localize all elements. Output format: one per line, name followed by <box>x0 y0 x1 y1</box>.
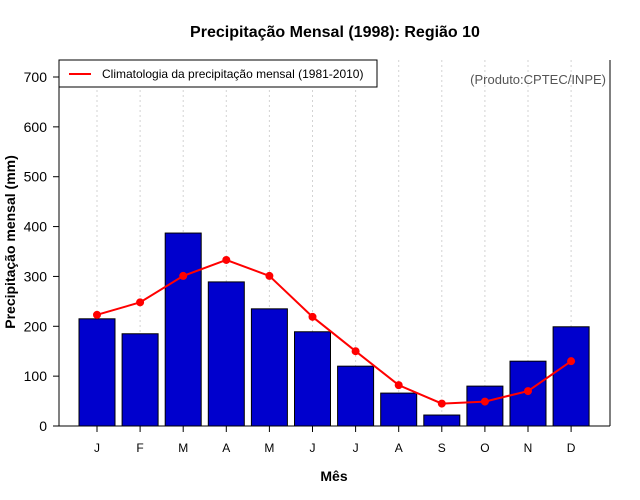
climatology-point <box>179 271 188 280</box>
x-tick-label: J <box>353 441 359 455</box>
bar <box>164 232 202 427</box>
bar <box>250 308 288 427</box>
x-tick-label: J <box>94 441 100 455</box>
climatology-line <box>93 255 576 408</box>
y-tick-label: 700 <box>24 69 48 85</box>
bar <box>294 331 331 427</box>
climatology-point <box>524 387 532 396</box>
x-tick-label: M <box>178 441 188 455</box>
axes <box>58 60 611 427</box>
climatology-point <box>480 397 489 406</box>
climatology-point <box>265 271 274 280</box>
y-tick-label: 200 <box>24 318 48 334</box>
bars <box>78 232 590 427</box>
climatology-point <box>437 399 446 408</box>
y-tick-label: 300 <box>24 268 48 284</box>
x-axis-label: Mês <box>320 468 347 484</box>
climatology-point <box>136 298 145 307</box>
y-axis-label: Precipitação mensal (mm) <box>2 155 18 329</box>
x-tick-label: F <box>136 441 143 455</box>
bar <box>207 281 245 427</box>
bar <box>552 326 590 427</box>
x-tick-label: A <box>222 441 230 455</box>
bar <box>337 365 375 427</box>
climatology-point <box>222 255 231 264</box>
chart-title: Precipitação Mensal (1998): Região 10 <box>190 24 480 41</box>
bar <box>78 318 116 427</box>
y-tick-label: 0 <box>39 418 47 434</box>
climatology-point <box>93 310 101 319</box>
y-tick-label: 100 <box>24 368 48 384</box>
climatology-polyline <box>96 258 572 405</box>
y-tick-label: 600 <box>24 119 48 135</box>
x-tick-label: O <box>480 441 489 455</box>
credit-annotation: (Produto:CPTEC/INPE) <box>470 72 606 87</box>
climatology-point <box>394 381 403 390</box>
bar <box>466 385 504 427</box>
legend-box <box>58 59 378 88</box>
bar <box>380 392 418 427</box>
x-tick-label: M <box>264 441 274 455</box>
climatology-point <box>567 357 576 366</box>
climatology-point <box>308 312 317 321</box>
y-ticks: 0 100 200 300 400 500 600 700 <box>24 69 59 434</box>
x-tick-label: N <box>524 441 533 455</box>
y-tick-label: 500 <box>24 169 48 185</box>
climatology-point <box>351 347 360 356</box>
x-tick-label: J <box>310 441 316 455</box>
x-tick-label: D <box>567 441 576 455</box>
x-tick-label: A <box>395 441 403 455</box>
y-tick-label: 400 <box>24 219 48 235</box>
x-tick-label: S <box>438 441 446 455</box>
legend: Climatologia da precipitação mensal (198… <box>58 59 378 88</box>
bar <box>423 414 461 427</box>
bar <box>121 333 159 427</box>
legend-entry: Climatologia da precipitação mensal (198… <box>102 67 363 81</box>
